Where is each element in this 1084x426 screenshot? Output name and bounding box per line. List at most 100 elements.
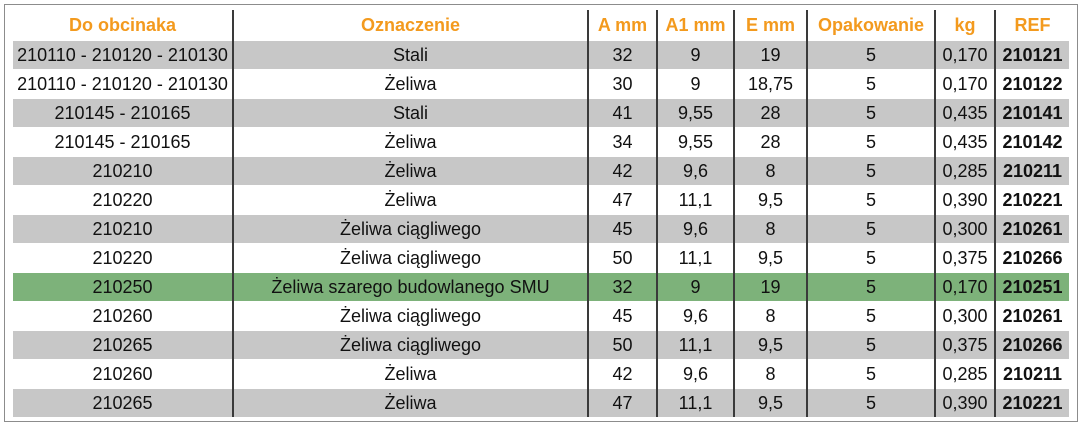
col-header-a-mm: A mm (587, 10, 657, 41)
cell-do-obcinaka: 210260 (13, 301, 233, 331)
cell-do-obcinaka: 210110 - 210120 - 210130 (13, 69, 233, 99)
cell-opakowanie: 5 (806, 156, 935, 186)
cell-a1-mm: 9 (656, 40, 734, 70)
cell-ref: 210251 (994, 272, 1069, 302)
cell-do-obcinaka: 210145 - 210165 (13, 98, 233, 128)
cell-opakowanie: 5 (806, 301, 935, 331)
cell-opakowanie: 5 (806, 40, 935, 70)
cell-do-obcinaka: 210145 - 210165 (13, 127, 233, 157)
cell-opakowanie: 5 (806, 185, 935, 215)
cell-ref: 210211 (994, 359, 1069, 389)
cell-oznaczenie: Stali (232, 98, 588, 128)
cell-opakowanie: 5 (806, 330, 935, 360)
cell-a1-mm: 9,6 (656, 214, 734, 244)
cell-do-obcinaka: 210250 (13, 272, 233, 302)
cell-oznaczenie: Żeliwa (232, 185, 588, 215)
cell-oznaczenie: Żeliwa ciągliwego (232, 330, 588, 360)
cell-oznaczenie: Żeliwa (232, 388, 588, 417)
cell-opakowanie: 5 (806, 359, 935, 389)
cell-do-obcinaka: 210210 (13, 214, 233, 244)
cell-a-mm: 45 (587, 214, 657, 244)
table-row: 210210 Żeliwa ciągliwego 45 9,6 8 5 0,300 21026… (13, 214, 1069, 244)
cell-a-mm: 30 (587, 69, 657, 99)
col-header-opakowanie: Opakowanie (806, 10, 935, 41)
cell-opakowanie: 5 (806, 272, 935, 302)
cell-kg: 0,170 (934, 40, 995, 70)
cell-opakowanie: 5 (806, 69, 935, 99)
cell-oznaczenie: Żeliwa ciągliwego (232, 214, 588, 244)
cell-do-obcinaka: 210210 (13, 156, 233, 186)
cell-ref: 210211 (994, 156, 1069, 186)
cell-ref: 210121 (994, 40, 1069, 70)
cell-e-mm: 9,5 (733, 388, 807, 417)
cell-e-mm: 28 (733, 98, 807, 128)
cell-e-mm: 28 (733, 127, 807, 157)
cell-do-obcinaka: 210220 (13, 243, 233, 273)
cell-a1-mm: 11,1 (656, 243, 734, 273)
cell-kg: 0,435 (934, 98, 995, 128)
table-row: 210220 Żeliwa ciągliwego 50 11,1 9,5 5 0,375 21… (13, 243, 1069, 273)
col-header-a1-mm: A1 mm (656, 10, 734, 41)
cell-a1-mm: 11,1 (656, 388, 734, 417)
cell-e-mm: 8 (733, 301, 807, 331)
cell-oznaczenie: Żeliwa ciągliwego (232, 301, 588, 331)
col-header-oznaczenie: Oznaczenie (232, 10, 588, 41)
cell-kg: 0,390 (934, 388, 995, 417)
cell-ref: 210122 (994, 69, 1069, 99)
cell-oznaczenie: Żeliwa ciągliwego (232, 243, 588, 273)
cell-e-mm: 19 (733, 272, 807, 302)
cell-a-mm: 32 (587, 40, 657, 70)
cell-kg: 0,170 (934, 69, 995, 99)
cell-opakowanie: 5 (806, 127, 935, 157)
table-row: 210145 - 210165 Żeliwa 34 9,55 28 5 0,435 21014… (13, 127, 1069, 157)
cell-a1-mm: 9 (656, 272, 734, 302)
table-body: 210110 - 210120 - 210130 Stali 32 9 19 5 0,170… (13, 40, 1069, 417)
cell-a-mm: 42 (587, 359, 657, 389)
cell-ref: 210266 (994, 243, 1069, 273)
cell-do-obcinaka: 210265 (13, 388, 233, 417)
cell-ref: 210141 (994, 98, 1069, 128)
cell-oznaczenie: Żeliwa (232, 127, 588, 157)
cell-oznaczenie: Stali (232, 40, 588, 70)
cell-a-mm: 47 (587, 388, 657, 417)
cell-kg: 0,170 (934, 272, 995, 302)
cell-e-mm: 9,5 (733, 330, 807, 360)
table-row: 210110 - 210120 - 210130 Stali 32 9 19 5 0,170… (13, 40, 1069, 70)
cell-a-mm: 50 (587, 330, 657, 360)
cell-ref: 210142 (994, 127, 1069, 157)
cell-a1-mm: 9,6 (656, 301, 734, 331)
cell-oznaczenie: Żeliwa (232, 69, 588, 99)
header-row: Do obcinaka Oznaczenie A mm A1 mm E mm O… (13, 10, 1069, 41)
cell-kg: 0,390 (934, 185, 995, 215)
cell-a1-mm: 9,55 (656, 127, 734, 157)
cell-ref: 210261 (994, 301, 1069, 331)
cell-do-obcinaka: 210110 - 210120 - 210130 (13, 40, 233, 70)
cell-oznaczenie: Żeliwa szarego budowlanego SMU (232, 272, 588, 302)
cell-e-mm: 8 (733, 359, 807, 389)
col-header-kg: kg (934, 10, 995, 41)
cell-kg: 0,375 (934, 243, 995, 273)
cell-kg: 0,300 (934, 301, 995, 331)
cell-a-mm: 34 (587, 127, 657, 157)
table-row: 210265 Żeliwa 47 11,1 9,5 5 0,390 210221 (13, 388, 1069, 417)
cell-ref: 210261 (994, 214, 1069, 244)
cell-a-mm: 41 (587, 98, 657, 128)
product-spec-table: Do obcinaka Oznaczenie A mm A1 mm E mm O… (13, 10, 1069, 417)
table-row: 210260 Żeliwa ciągliwego 45 9,6 8 5 0,300 21026… (13, 301, 1069, 331)
col-header-do-obcinaka: Do obcinaka (13, 10, 233, 41)
cell-a-mm: 32 (587, 272, 657, 302)
cell-ref: 210221 (994, 185, 1069, 215)
cell-oznaczenie: Żeliwa (232, 156, 588, 186)
cell-a1-mm: 9,55 (656, 98, 734, 128)
cell-a-mm: 50 (587, 243, 657, 273)
table-frame (4, 4, 1078, 422)
cell-kg: 0,285 (934, 156, 995, 186)
cell-do-obcinaka: 210220 (13, 185, 233, 215)
cell-kg: 0,285 (934, 359, 995, 389)
cell-a1-mm: 9,6 (656, 359, 734, 389)
cell-kg: 0,435 (934, 127, 995, 157)
table-row: 210260 Żeliwa 42 9,6 8 5 0,285 210211 (13, 359, 1069, 389)
cell-e-mm: 8 (733, 156, 807, 186)
table-row: 210210 Żeliwa 42 9,6 8 5 0,285 210211 (13, 156, 1069, 186)
table-row: 210250 Żeliwa szarego budowlanego SMU 32 9 1… (13, 272, 1069, 302)
